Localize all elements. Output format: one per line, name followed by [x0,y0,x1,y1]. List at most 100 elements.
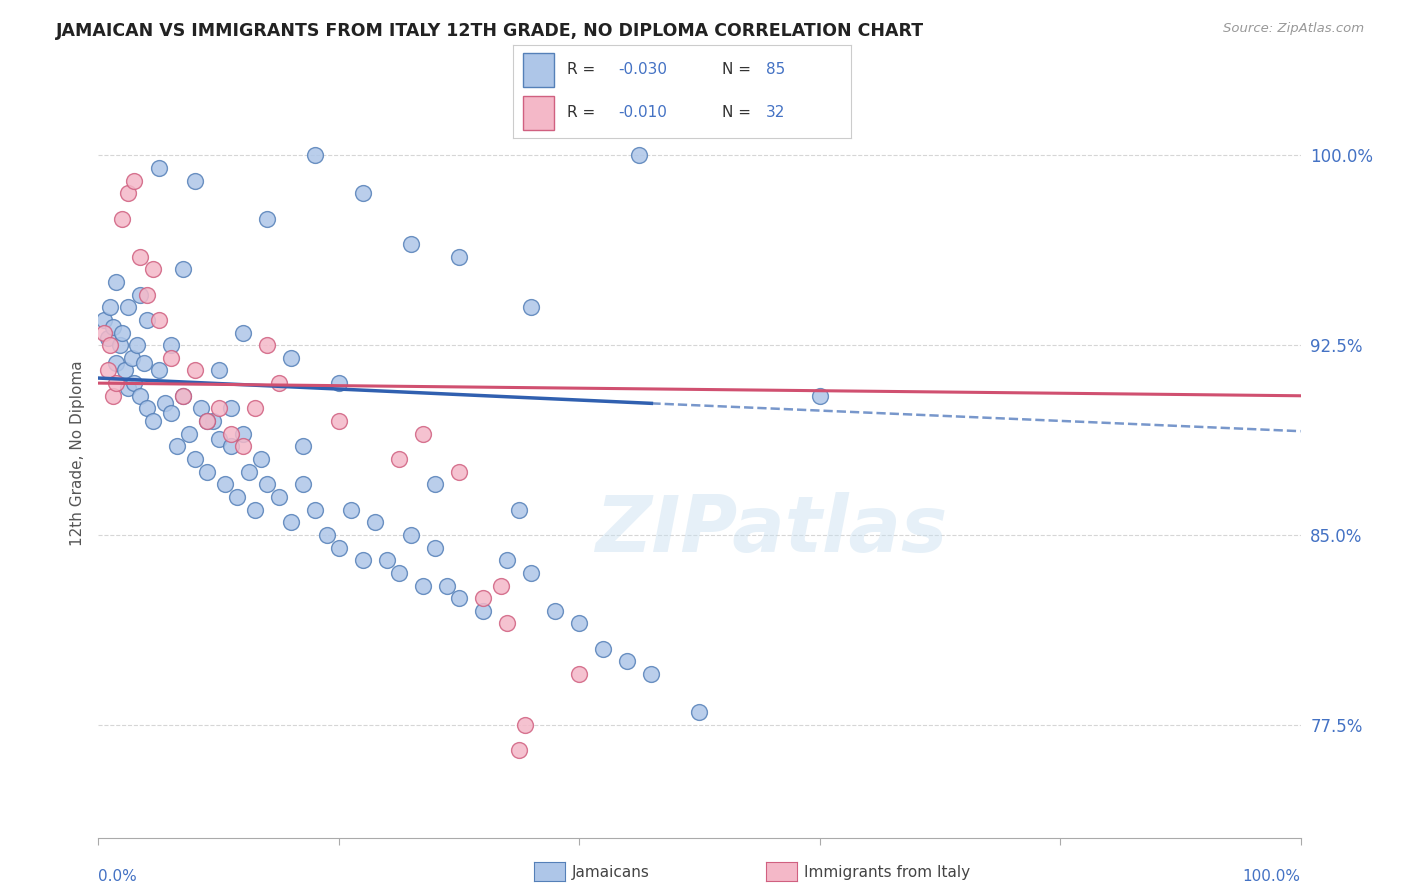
Point [219,426,242,441]
Point [97,363,120,377]
Point [135,287,157,301]
Point [195,414,218,428]
Point [101,389,124,403]
Point [125,338,148,352]
Text: ZIPatlas: ZIPatlas [596,491,948,568]
Point [436,578,458,592]
Point [399,237,422,252]
Text: 32: 32 [766,105,786,120]
Point [520,300,543,314]
Point [291,439,314,453]
Point [177,426,200,441]
Point [208,363,231,377]
Point [364,515,387,529]
Point [100,338,122,352]
Text: -0.010: -0.010 [617,105,666,120]
Point [108,338,131,352]
Point [568,616,591,631]
Point [117,186,139,201]
Point [423,477,446,491]
Point [640,667,662,681]
Text: 0.0%: 0.0% [98,869,138,884]
Point [93,326,115,340]
Point [304,148,326,162]
Point [117,300,139,314]
Point [129,389,152,403]
Point [141,414,163,428]
Point [183,174,205,188]
Point [105,275,128,289]
Point [328,541,350,555]
Point [352,186,374,201]
Text: N =: N = [723,62,756,78]
Point [153,396,176,410]
Point [148,161,170,175]
Point [219,439,242,453]
Point [100,300,122,314]
Point [195,465,218,479]
Text: JAMAICAN VS IMMIGRANTS FROM ITALY 12TH GRADE, NO DIPLOMA CORRELATION CHART: JAMAICAN VS IMMIGRANTS FROM ITALY 12TH G… [56,22,924,40]
Point [340,502,363,516]
Point [256,338,278,352]
Point [304,502,326,516]
Point [412,426,434,441]
Point [489,578,512,592]
Point [256,477,278,491]
Point [97,330,120,344]
Point [388,566,411,580]
Point [121,351,143,365]
Point [201,414,224,428]
Point [166,439,188,453]
Text: R =: R = [567,105,600,120]
Point [508,502,530,516]
Text: 100.0%: 100.0% [1243,869,1301,884]
Point [232,439,254,453]
Point [124,376,146,391]
Point [280,351,302,365]
Point [472,591,495,606]
Point [232,426,254,441]
Point [447,250,470,264]
Text: Immigrants from Italy: Immigrants from Italy [804,865,970,880]
Text: Jamaicans: Jamaicans [572,865,650,880]
Point [496,553,519,567]
Point [105,376,128,391]
Point [243,401,266,416]
Point [399,528,422,542]
Point [105,356,128,370]
Point [352,553,374,567]
Point [132,356,155,370]
Point [225,490,247,504]
Point [172,389,194,403]
Point [101,320,124,334]
Point [148,363,170,377]
Point [159,407,181,421]
Point [808,389,831,403]
Point [388,452,411,467]
Point [129,287,152,301]
Point [447,465,470,479]
Point [544,604,567,618]
Point [190,401,212,416]
Point [496,616,519,631]
Point [280,515,302,529]
Point [195,414,218,428]
Point [208,432,231,446]
Point [688,705,710,719]
Text: Source: ZipAtlas.com: Source: ZipAtlas.com [1223,22,1364,36]
Point [267,490,290,504]
Point [315,528,337,542]
Point [214,477,236,491]
Point [172,262,194,277]
Point [114,363,136,377]
Point [111,211,134,226]
Point [568,667,591,681]
Point [256,211,278,226]
Point [243,502,266,516]
Bar [523,53,554,87]
Point [592,641,614,656]
Point [159,351,181,365]
Point [219,401,242,416]
Text: 85: 85 [766,62,786,78]
Point [208,401,231,416]
